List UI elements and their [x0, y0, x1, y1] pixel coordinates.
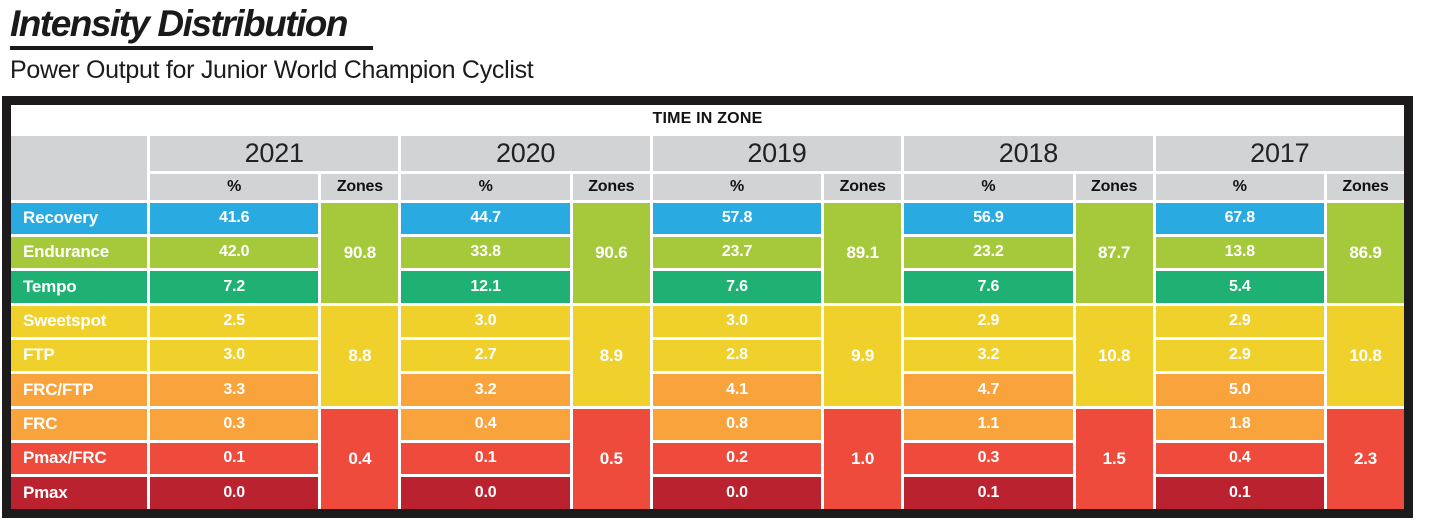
- percent-cell: 0.0: [150, 477, 319, 509]
- percent-cell: 3.2: [904, 339, 1073, 372]
- table-grid: TIME IN ZONE 2021 2020 2019 2018 2017 % …: [11, 104, 1404, 509]
- percent-cell: 0.8: [652, 408, 822, 440]
- percent-cell: 3.3: [150, 374, 319, 406]
- year-header-2017: 2017: [1155, 135, 1404, 171]
- percent-cell: 67.8: [1155, 202, 1324, 234]
- zones-total-cell: 87.7: [1075, 202, 1153, 303]
- percent-cell: 2.9: [1155, 339, 1324, 372]
- percent-cell: 0.1: [1155, 477, 1324, 509]
- percent-cell: 44.7: [401, 202, 570, 234]
- zones-header: Zones: [824, 173, 902, 200]
- percent-cell: 2.8: [652, 339, 822, 372]
- percent-cell: 0.1: [401, 442, 570, 475]
- percent-cell: 3.0: [401, 305, 570, 337]
- zones-total-cell: 8.9: [572, 305, 650, 406]
- zones-total-cell: 0.5: [572, 408, 650, 509]
- percent-cell: 2.9: [1155, 305, 1324, 337]
- percent-cell: 2.7: [401, 339, 570, 372]
- year-header-2021: 2021: [150, 135, 399, 171]
- percent-header: %: [401, 173, 570, 200]
- percent-cell: 3.2: [401, 374, 570, 406]
- percent-cell: 5.4: [1155, 271, 1324, 303]
- percent-cell: 0.3: [150, 408, 319, 440]
- row-label-recovery: Recovery: [11, 202, 147, 234]
- percent-header: %: [652, 173, 822, 200]
- percent-cell: 33.8: [401, 236, 570, 269]
- percent-cell: 42.0: [150, 236, 319, 269]
- zones-total-cell: 90.6: [572, 202, 650, 303]
- row-label-sweetspot: Sweetspot: [11, 305, 147, 337]
- page-title: Intensity Distribution: [10, 5, 373, 50]
- percent-cell: 0.0: [401, 477, 570, 509]
- zones-total-cell: 90.8: [321, 202, 399, 303]
- zones-total-cell: 89.1: [824, 202, 902, 303]
- percent-cell: 2.9: [904, 305, 1073, 337]
- percent-cell: 56.9: [904, 202, 1073, 234]
- percent-cell: 1.8: [1155, 408, 1324, 440]
- zones-header: Zones: [1075, 173, 1153, 200]
- percent-header: %: [1155, 173, 1324, 200]
- percent-cell: 0.1: [904, 477, 1073, 509]
- percent-cell: 7.2: [150, 271, 319, 303]
- year-header-2019: 2019: [652, 135, 902, 171]
- percent-cell: 57.8: [652, 202, 822, 234]
- percent-cell: 2.5: [150, 305, 319, 337]
- percent-cell: 7.6: [904, 271, 1073, 303]
- zones-total-cell: 10.8: [1075, 305, 1153, 406]
- percent-cell: 0.3: [904, 442, 1073, 475]
- row-label-endurance: Endurance: [11, 236, 147, 269]
- percent-cell: 0.1: [150, 442, 319, 475]
- percent-cell: 0.0: [652, 477, 822, 509]
- row-label-frc-ftp: FRC/FTP: [11, 374, 147, 406]
- percent-cell: 7.6: [652, 271, 822, 303]
- zones-total-cell: 0.4: [321, 408, 399, 509]
- zones-total-cell: 2.3: [1326, 408, 1404, 509]
- percent-cell: 23.7: [652, 236, 822, 269]
- percent-cell: 4.1: [652, 374, 822, 406]
- percent-header: %: [150, 173, 319, 200]
- percent-cell: 1.1: [904, 408, 1073, 440]
- zones-total-cell: 1.5: [1075, 408, 1153, 509]
- year-header-2020: 2020: [401, 135, 650, 171]
- row-label-frc: FRC: [11, 408, 147, 440]
- row-label-ftp: FTP: [11, 339, 147, 372]
- percent-cell: 5.0: [1155, 374, 1324, 406]
- zones-total-cell: 86.9: [1326, 202, 1404, 303]
- page-subtitle: Power Output for Junior World Champion C…: [10, 56, 534, 84]
- corner-header-cell: [11, 135, 147, 200]
- percent-cell: 0.4: [401, 408, 570, 440]
- row-label-pmax-frc: Pmax/FRC: [11, 442, 147, 475]
- zones-header: Zones: [321, 173, 399, 200]
- percent-cell: 12.1: [401, 271, 570, 303]
- zones-total-cell: 10.8: [1326, 305, 1404, 406]
- percent-cell: 3.0: [150, 339, 319, 372]
- zones-total-cell: 1.0: [824, 408, 902, 509]
- percent-cell: 23.2: [904, 236, 1073, 269]
- time-in-zone-table: TIME IN ZONE 2021 2020 2019 2018 2017 % …: [2, 95, 1413, 518]
- percent-cell: 13.8: [1155, 236, 1324, 269]
- percent-header: %: [904, 173, 1073, 200]
- zones-total-cell: 8.8: [321, 305, 399, 406]
- year-header-2018: 2018: [904, 135, 1153, 171]
- zones-header: Zones: [1326, 173, 1404, 200]
- percent-cell: 41.6: [150, 202, 319, 234]
- zones-header: Zones: [572, 173, 650, 200]
- row-label-pmax: Pmax: [11, 477, 147, 509]
- percent-cell: 0.2: [652, 442, 822, 475]
- percent-cell: 0.4: [1155, 442, 1324, 475]
- percent-cell: 4.7: [904, 374, 1073, 406]
- row-label-tempo: Tempo: [11, 271, 147, 303]
- percent-cell: 3.0: [652, 305, 822, 337]
- zones-total-cell: 9.9: [824, 305, 902, 406]
- table-header: TIME IN ZONE: [11, 104, 1404, 133]
